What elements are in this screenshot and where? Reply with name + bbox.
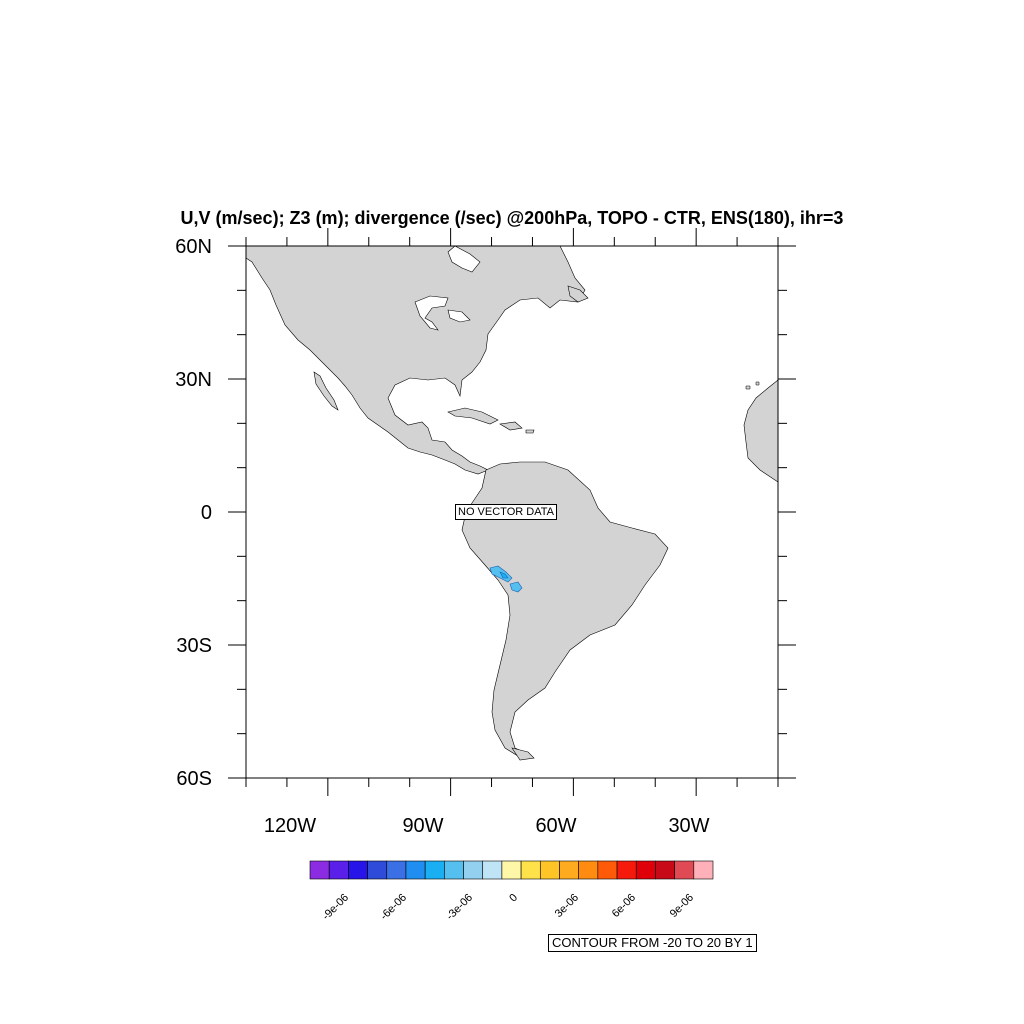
colorbar-label: 3e-06 [553,892,581,920]
latitude-labels: 60N 30N 0 30S 60S [175,236,212,790]
colorbar-box [463,860,484,880]
colorbar-box [482,860,503,880]
colorbar-labels: -9e-06 -6e-06 -3e-06 0 3e-06 6e-06 9e-06 [320,892,696,923]
longitude-labels: 120W 90W 60W 30W [264,815,710,837]
lon-label-30w: 30W [668,815,709,837]
colorbar-box [501,860,522,880]
colorbar-label: -3e-06 [444,892,475,923]
lat-label-30n: 30N [175,369,212,391]
newfoundland [567,285,589,303]
colorbar-box [674,860,695,880]
lat-label-30s: 30S [176,635,212,657]
colorbar-box [655,860,675,880]
colorbar-label: -6e-06 [378,892,409,923]
lat-label-eq: 0 [201,502,212,524]
colorbar-box [520,860,541,880]
colorbar-box [348,860,368,880]
divergence-contour [509,581,523,593]
divergence-contour [499,571,509,579]
colorbar-box [444,860,464,880]
plot-title: U,V (m/sec); Z3 (m); divergence (/sec) @… [180,208,844,228]
colorbar-label: 6e-06 [610,892,638,920]
colorbar-label: -9e-06 [320,892,351,923]
divergence-contours [489,565,523,593]
lat-label-60s: 60S [176,768,212,790]
colorbar-box [616,860,637,880]
contour-info-label: CONTOUR FROM -20 TO 20 BY 1 [548,934,757,952]
colorbar-box [635,860,656,880]
axis-ticks [228,228,796,796]
tierra-del-fuego [511,747,535,761]
north-america-landmass [246,246,586,475]
colorbar-box [539,860,560,880]
lon-label-120w: 120W [264,815,316,837]
colorbar-box [386,860,407,880]
colorbar-label: 0 [507,892,520,905]
colorbar [309,860,714,880]
puerto-rico [525,429,535,434]
lat-label-60n: 60N [175,236,212,258]
hudson-bay [447,246,481,273]
lon-label-90w: 90W [402,815,443,837]
canary-islands [745,381,760,390]
baja-california [313,371,339,411]
colorbar-box [309,860,330,880]
colorbar-box [559,860,579,880]
colorbar-box [597,860,618,880]
great-lakes [414,295,471,331]
lon-label-60w: 60W [535,815,576,837]
colorbar-box [424,860,445,880]
cuba [447,407,499,425]
africa-landmass [743,379,778,483]
colorbar-box [578,860,599,880]
colorbar-box [367,860,388,880]
hispaniola [499,421,523,431]
colorbar-box [328,860,349,880]
colorbar-box [405,860,426,880]
colorbar-label: 9e-06 [668,892,696,920]
no-vector-data-label: NO VECTOR DATA [455,504,557,520]
colorbar-box [693,860,714,880]
